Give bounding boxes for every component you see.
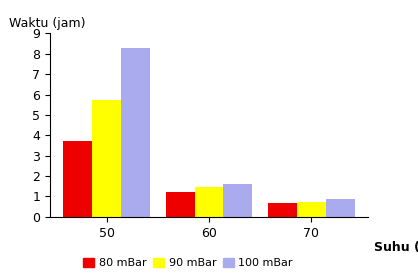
Bar <box>195 187 223 217</box>
Legend: 80 mBar, 90 mBar, 100 mBar: 80 mBar, 90 mBar, 100 mBar <box>79 253 298 272</box>
Bar <box>64 142 92 217</box>
Text: Waktu (jam): Waktu (jam) <box>9 17 85 30</box>
Bar <box>121 48 150 217</box>
Text: Suhu (celsius): Suhu (celsius) <box>374 241 418 254</box>
Bar <box>297 202 326 217</box>
Bar <box>326 199 354 217</box>
Bar <box>223 184 252 217</box>
Bar <box>166 192 195 217</box>
Bar <box>268 203 297 217</box>
Bar <box>92 100 121 217</box>
